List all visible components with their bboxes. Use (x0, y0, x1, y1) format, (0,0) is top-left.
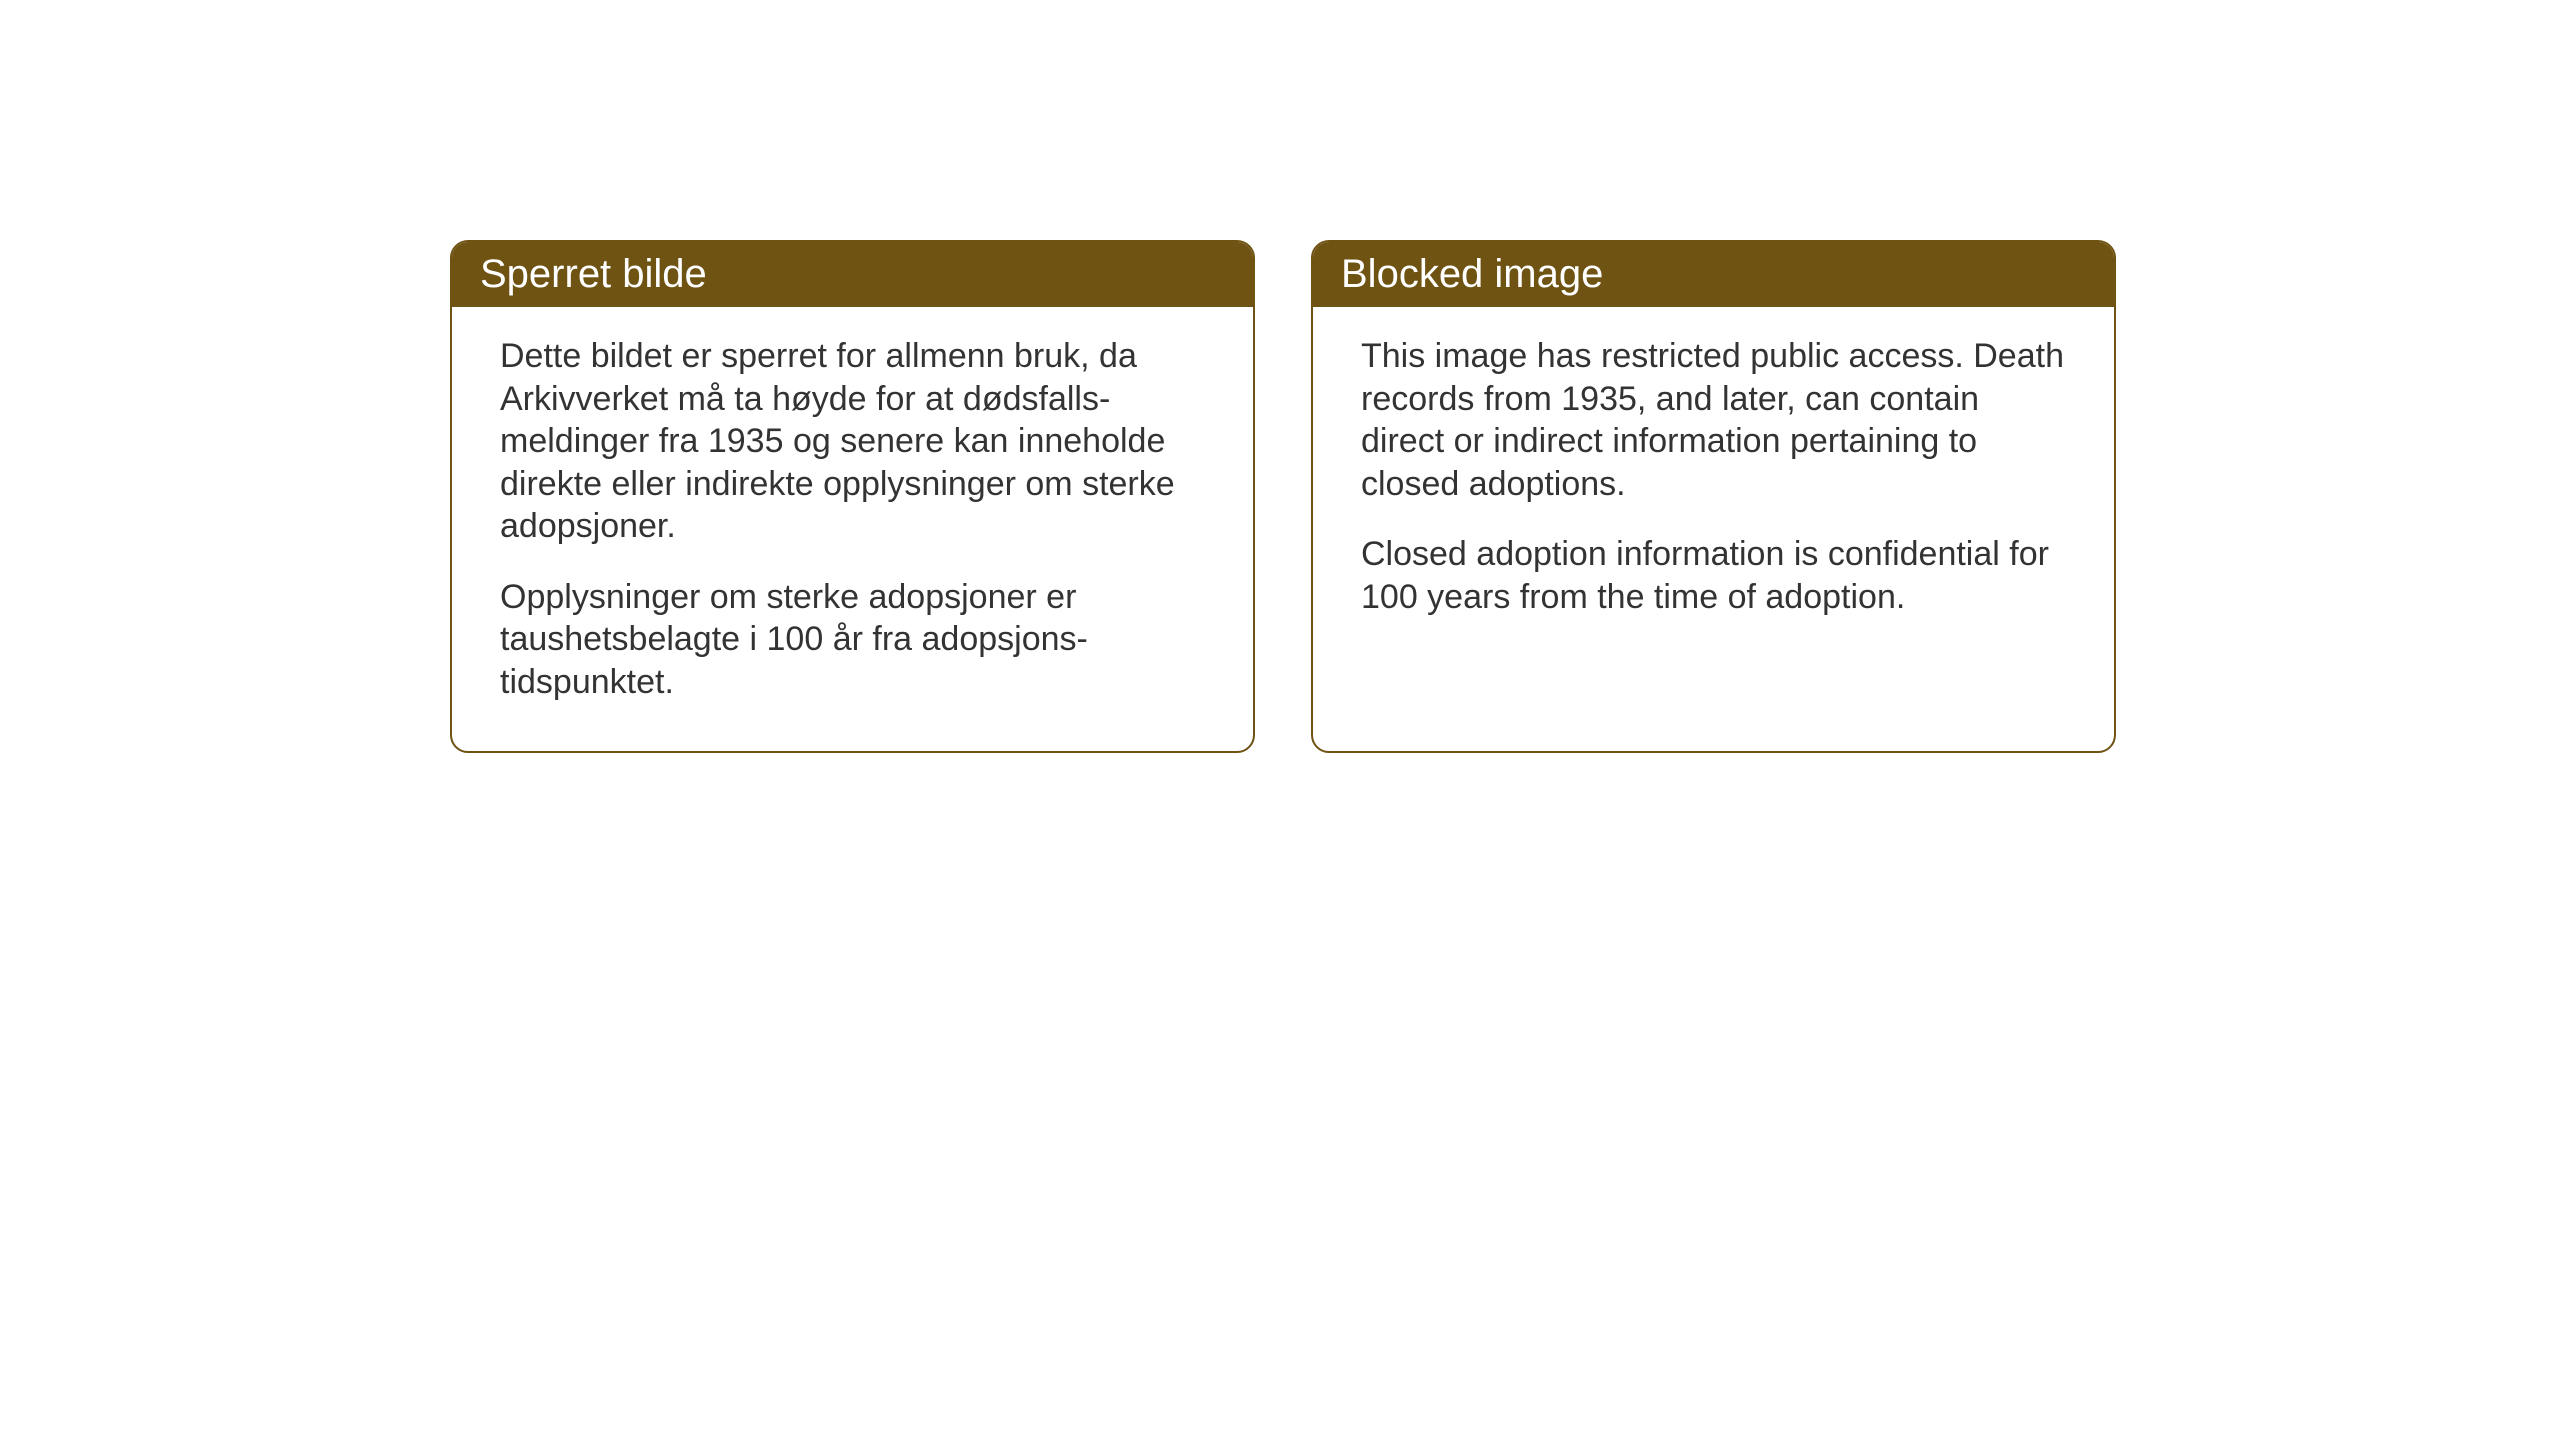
notice-cards-container: Sperret bilde Dette bildet er sperret fo… (450, 240, 2116, 753)
english-card-body: This image has restricted public access.… (1313, 307, 2114, 666)
english-card-header: Blocked image (1313, 242, 2114, 307)
english-paragraph-1: This image has restricted public access.… (1361, 335, 2066, 505)
norwegian-notice-card: Sperret bilde Dette bildet er sperret fo… (450, 240, 1255, 753)
english-paragraph-2: Closed adoption information is confident… (1361, 533, 2066, 618)
norwegian-paragraph-2: Opplysninger om sterke adopsjoner er tau… (500, 576, 1205, 704)
english-card-title: Blocked image (1341, 252, 1603, 296)
norwegian-card-body: Dette bildet er sperret for allmenn bruk… (452, 307, 1253, 751)
norwegian-card-header: Sperret bilde (452, 242, 1253, 307)
norwegian-paragraph-1: Dette bildet er sperret for allmenn bruk… (500, 335, 1205, 548)
english-notice-card: Blocked image This image has restricted … (1311, 240, 2116, 753)
norwegian-card-title: Sperret bilde (480, 252, 707, 296)
